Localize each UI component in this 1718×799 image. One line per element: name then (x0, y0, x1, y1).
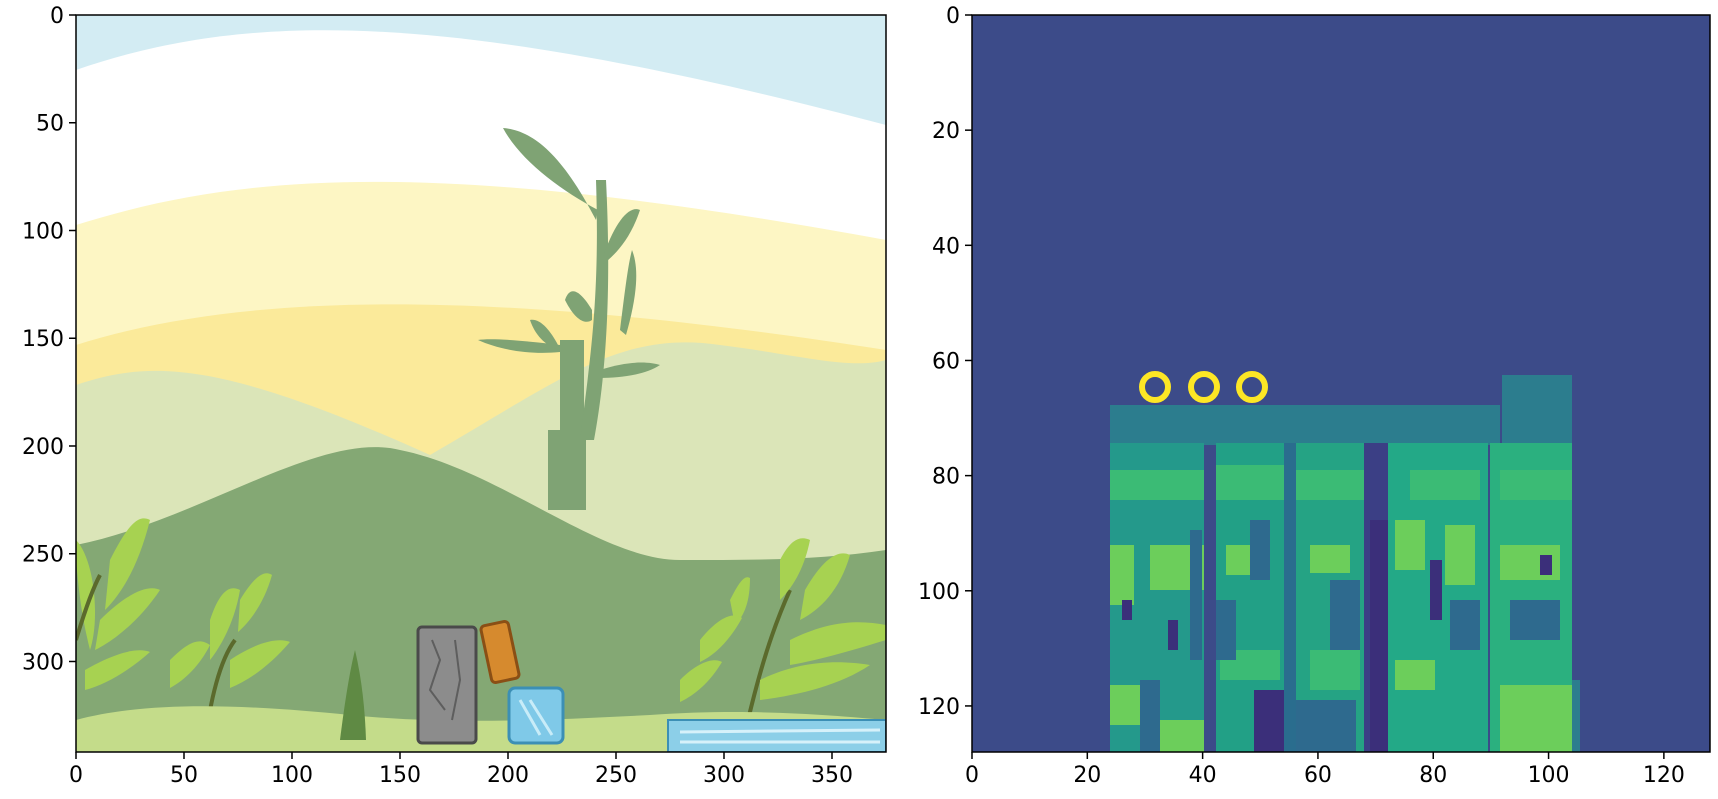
ice-block (507, 686, 565, 745)
ice-platform-lines (679, 728, 881, 744)
left_plot-y-tick-label: 100 (22, 219, 64, 244)
right_plot-y-tick-label: 20 (932, 119, 960, 144)
front-hill (76, 447, 886, 752)
right-image-panel: 0 20 40 60 80 100 120 0 20 40 60 80 100 120 (918, 4, 1711, 788)
right_plot-x-tick-label: 40 (1189, 763, 1217, 788)
left-image-panel: 0 50 100 150 200 250 300 350 0 50 100 150 200 250 300 (22, 4, 887, 788)
right_plot-x-tick-label: 100 (1528, 763, 1570, 788)
right_plot-y-tick-label: 40 (932, 234, 960, 259)
heatmap (972, 15, 1710, 752)
left-y-axis: 0 50 100 150 200 250 300 (22, 4, 76, 675)
left_plot-x-tick-label: 100 (271, 763, 313, 788)
left-axes-frame (75, 14, 887, 753)
left_plot-y-tick-label: 200 (22, 435, 64, 460)
left_plot-y-tick-label: 50 (36, 112, 64, 137)
mid-patches (1110, 465, 1572, 690)
tree-silhouette (478, 128, 660, 510)
column-gap-1 (1284, 443, 1296, 752)
left_plot-x-tick-label: 0 (69, 763, 83, 788)
wood-block (479, 619, 521, 685)
right_plot-y-tick-label: 0 (946, 4, 960, 29)
dark-patches (1140, 520, 1560, 752)
darkest-patches (1122, 520, 1552, 752)
stone-block (416, 625, 478, 745)
left_plot-y-tick-label: 0 (50, 4, 64, 29)
dark-grass (340, 650, 366, 740)
right_plot-y-tick-label: 60 (932, 349, 960, 374)
game-scene (76, 15, 886, 752)
right_plot-y-tick-label: 120 (918, 695, 960, 720)
structure-right-tower (1502, 375, 1572, 445)
right_plot-x-tick-label: 120 (1643, 763, 1685, 788)
right_plot-y-tick-label: 80 (932, 465, 960, 490)
left_plot-x-tick-label: 350 (811, 763, 853, 788)
left_plot-y-tick-label: 150 (22, 327, 64, 352)
right_plot-x-tick-label: 0 (965, 763, 979, 788)
bird-markers (1139, 371, 1268, 403)
ice-shine (518, 699, 554, 736)
left_plot-x-tick-label: 250 (595, 763, 637, 788)
right_plot-x-tick-label: 80 (1419, 763, 1447, 788)
left-x-axis: 0 50 100 150 200 250 300 350 (69, 752, 853, 788)
stone-cracks (428, 639, 462, 721)
right-axes-frame (971, 14, 1711, 753)
structure-top-band (1110, 405, 1500, 445)
left_plot-x-tick-label: 150 (379, 763, 421, 788)
right-y-axis: 0 20 40 60 80 100 120 (918, 4, 972, 720)
column-edge (1572, 680, 1580, 752)
right-x-axis: 0 20 40 60 80 100 120 (965, 752, 1685, 788)
left_plot-x-tick-label: 50 (170, 763, 198, 788)
ice-platform (667, 719, 886, 752)
right_plot-y-tick-label: 100 (918, 580, 960, 605)
foliage-left (76, 518, 290, 690)
left_plot-y-tick-label: 250 (22, 543, 64, 568)
right_plot-x-tick-label: 20 (1073, 763, 1101, 788)
left_plot-x-tick-label: 200 (487, 763, 529, 788)
left_plot-y-tick-label: 300 (22, 650, 64, 675)
foliage-right (680, 538, 886, 702)
left_plot-x-tick-label: 300 (703, 763, 745, 788)
right_plot-x-tick-label: 60 (1304, 763, 1332, 788)
